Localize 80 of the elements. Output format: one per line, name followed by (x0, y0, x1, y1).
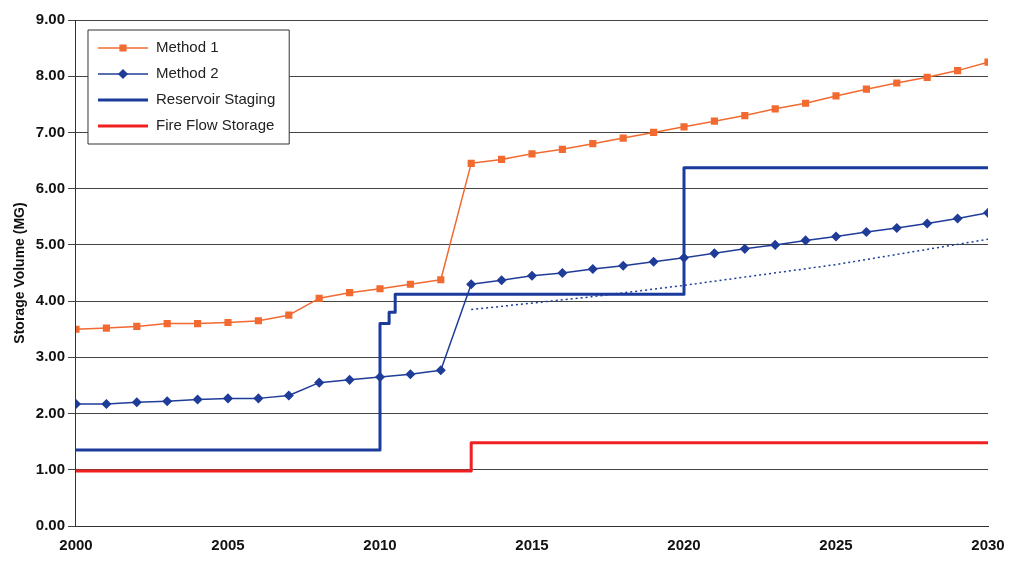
point (285, 311, 293, 319)
point (315, 294, 323, 302)
point (253, 393, 264, 404)
point (740, 244, 750, 254)
point (861, 227, 872, 237)
point (892, 223, 902, 233)
y-tick-label: 6.00 (35, 178, 65, 196)
point (954, 67, 962, 75)
point (376, 285, 384, 293)
y-tick-label: 0.00 (35, 516, 65, 534)
point (648, 257, 659, 267)
point (133, 322, 141, 330)
point (589, 140, 597, 148)
point (618, 260, 628, 271)
point (163, 320, 171, 328)
x-tick-label: 2005 (211, 536, 245, 554)
point (679, 253, 689, 263)
point (619, 134, 627, 142)
x-tick-label: 2025 (819, 536, 853, 554)
point (284, 390, 294, 401)
legend-label: Method 1 (155, 38, 219, 56)
y-tick-label: 4.00 (35, 291, 65, 309)
point (375, 372, 385, 382)
point (314, 377, 324, 388)
point (467, 159, 475, 167)
y-tick-label: 8.00 (35, 66, 65, 84)
point (224, 318, 232, 327)
y-tick-label: 7.00 (35, 122, 65, 140)
point (192, 394, 203, 405)
point (162, 396, 172, 406)
point (437, 276, 445, 284)
point (922, 218, 932, 229)
point (771, 105, 779, 113)
point (650, 128, 658, 137)
point (223, 393, 233, 404)
point (952, 213, 963, 224)
point (254, 317, 262, 325)
point (709, 248, 720, 259)
point (498, 155, 506, 164)
point (588, 264, 598, 274)
x-tick-label: 2000 (59, 536, 93, 554)
y-tick-label: 2.00 (35, 403, 65, 421)
legend-label: Method 2 (155, 64, 219, 82)
point (528, 150, 536, 158)
point (832, 92, 840, 100)
x-tick-label: 2015 (515, 536, 549, 554)
point (346, 289, 354, 297)
point (405, 369, 416, 379)
point (802, 99, 810, 107)
y-tick-label: 1.00 (35, 459, 65, 477)
point (862, 85, 870, 93)
point (406, 280, 414, 288)
point (923, 73, 931, 81)
x-tick-label: 2010 (363, 536, 397, 554)
point (101, 399, 112, 409)
point (680, 123, 688, 131)
point (132, 397, 142, 408)
point (194, 320, 202, 328)
legend-label: Reservoir Staging (155, 90, 276, 108)
point (557, 268, 568, 278)
y-tick-label: 9.00 (35, 10, 65, 28)
legend-label: Fire Flow Storage (155, 116, 275, 134)
y-tick-label: 3.00 (35, 347, 65, 365)
y-axis-title: Storage Volume (MG) (11, 202, 28, 344)
point (344, 375, 355, 385)
point (770, 240, 780, 250)
x-tick-label: 2020 (667, 536, 701, 554)
point (800, 235, 811, 246)
point (831, 231, 841, 242)
point (527, 271, 537, 281)
point (102, 324, 110, 332)
point (710, 117, 718, 125)
point (496, 275, 507, 286)
point (436, 365, 446, 376)
x-tick-label: 2030 (971, 536, 1005, 554)
point (741, 112, 749, 120)
y-tick-label: 5.00 (35, 235, 65, 253)
point (558, 145, 566, 153)
point (893, 79, 901, 87)
point (466, 279, 476, 289)
